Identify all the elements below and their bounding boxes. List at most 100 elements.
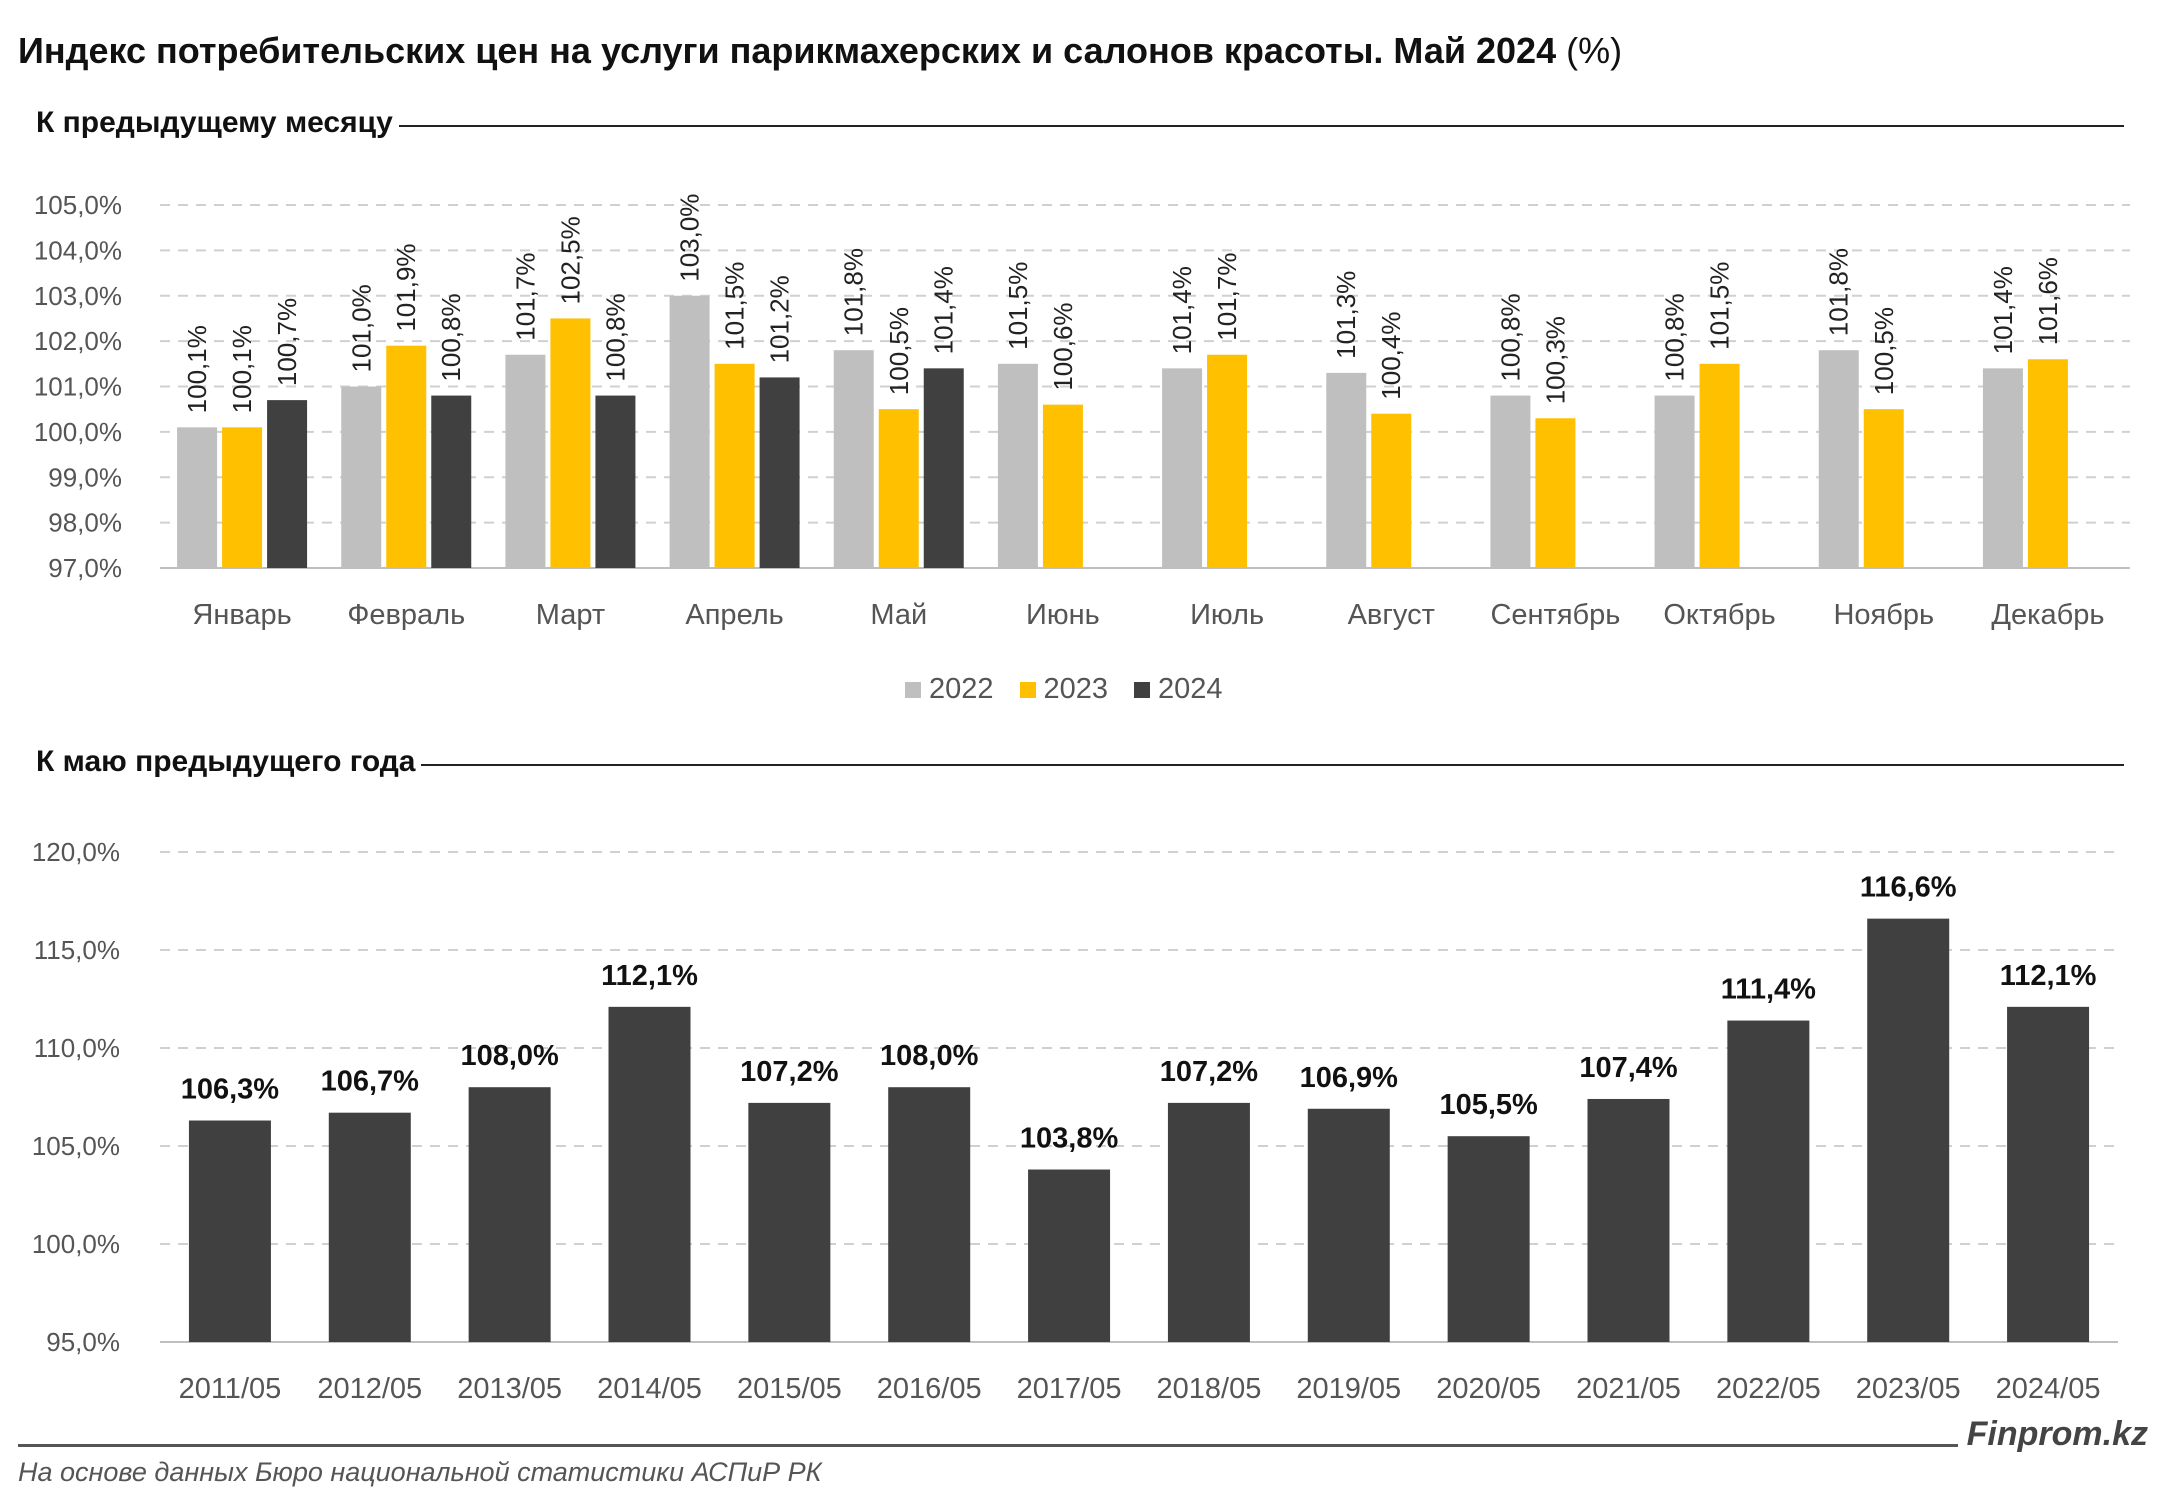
y-tick-label: 105,0% [32,1131,120,1161]
data-label: 105,5% [1439,1089,1538,1121]
data-label: 101,4% [1167,266,1197,354]
data-label: 101,5% [1003,262,1033,350]
bar-2024 [431,395,472,568]
data-label: 103,0% [675,194,705,282]
y-tick-label: 98,0% [48,508,122,538]
bar [328,1112,411,1342]
x-tick-label: 2017/05 [1017,1373,1122,1405]
legend-label-2022: 2022 [929,673,994,705]
bar-2022 [833,350,874,568]
x-tick-label: 2013/05 [457,1373,562,1405]
x-tick-label: 2023/05 [1856,1373,1961,1405]
bar [1447,1136,1530,1342]
bar-2023 [714,363,755,568]
x-tick-label: 2018/05 [1157,1373,1262,1405]
data-label: 102,5% [555,216,585,304]
x-tick-label: Март [536,599,605,631]
y-tick-label: 102,0% [34,326,122,356]
data-label: 101,3% [1331,271,1361,359]
data-label: 111,4% [1721,974,1816,1006]
x-tick-label: Июнь [1026,599,1100,631]
bar-2023 [2027,359,2068,568]
data-label: 107,2% [740,1056,839,1088]
bar [1867,918,1950,1342]
y-tick-label: 104,0% [34,235,122,265]
y-tick-label: 97,0% [48,553,122,583]
data-label: 100,1% [182,325,212,413]
data-label: 100,8% [436,293,466,381]
bar-2023 [1371,413,1412,568]
bar-2024 [595,395,636,568]
x-tick-label: 2024/05 [1996,1373,2101,1405]
bar-2023 [1042,404,1083,568]
bar [888,1087,971,1342]
bar-2023 [1535,418,1576,568]
footer-rule [18,1444,1958,1447]
bar-2022 [997,363,1038,568]
bar [1587,1098,1670,1342]
data-label: 101,8% [1824,248,1854,336]
data-label: 107,4% [1579,1052,1678,1084]
data-label: 100,3% [1540,316,1570,404]
legend-label-2023: 2023 [1043,673,1109,705]
x-tick-label: 2012/05 [317,1373,422,1405]
yearly-index-chart: 95,0% 100,0% 105,0% 110,0% 115,0% 120,0% 106,3… [32,837,2118,1405]
x-tick-label: 2020/05 [1436,1373,1541,1405]
legend-item-2024: 2024 [1134,673,1223,706]
bar-2022 [1162,368,1203,568]
data-label: 101,5% [720,262,750,350]
x-tick-label: Декабрь [1991,599,2104,631]
bar-2022 [1654,395,1695,568]
data-label: 101,7% [510,253,540,341]
brand-logo-text: Finprom.kz [1966,1415,2148,1453]
bar [2007,1006,2090,1342]
data-label: 101,6% [2033,257,2063,345]
data-label: 101,5% [1705,262,1735,350]
bar-2023 [222,427,263,568]
y-tick-label: 101,0% [34,372,122,402]
section-header-monthly: К предыдущему месяцу [36,106,2124,140]
data-label: 101,4% [1988,266,2018,354]
data-label: 101,7% [1212,253,1242,341]
data-label: 106,3% [181,1074,280,1106]
data-label: 100,4% [1376,312,1406,400]
bar-2024 [759,377,800,568]
bar-2023 [386,345,427,568]
data-label: 101,4% [929,266,959,354]
bar [188,1120,271,1342]
y-tick-label: 103,0% [34,281,122,311]
data-label: 101,9% [391,243,421,331]
data-label: 106,9% [1300,1062,1399,1094]
x-tick-label: 2015/05 [737,1373,842,1405]
bar-2022 [505,354,546,568]
bar-2022 [1490,395,1531,568]
y-tick-label: 100,0% [32,1229,120,1259]
data-label: 101,8% [839,248,869,336]
x-tick-label: Май [870,599,927,631]
data-label: 100,8% [600,293,630,381]
section-rule [398,125,2124,127]
legend: 2022 2023 2024 [905,673,1223,706]
bar [1028,1169,1111,1342]
section-label-yearly: К маю предыдущего года [36,745,416,778]
x-tick-label: Август [1348,599,1435,631]
title-unit: (%) [1566,30,1623,71]
legend-swatch-2022 [905,681,921,698]
bar-2023 [1207,354,1248,568]
bar-2022 [341,386,382,568]
y-tick-label: 120,0% [32,837,120,867]
section-label-monthly: К предыдущему месяцу [36,106,393,139]
x-tick-label: 2019/05 [1296,1373,1401,1405]
y-tick-label: 115,0% [34,935,120,965]
data-label: 100,5% [1869,307,1899,395]
x-tick-label: 2021/05 [1576,1373,1681,1405]
y-tick-label: 99,0% [48,462,122,492]
y-tick-label: 100,0% [34,417,122,447]
data-label: 100,6% [1048,302,1078,390]
x-tick-label: Апрель [685,599,783,631]
data-label: 106,7% [321,1066,420,1098]
data-label: 101,0% [346,284,376,372]
x-tick-label: Февраль [347,599,465,631]
section-rule [421,764,2124,766]
section-header-yearly: К маю предыдущего года [36,745,2124,779]
